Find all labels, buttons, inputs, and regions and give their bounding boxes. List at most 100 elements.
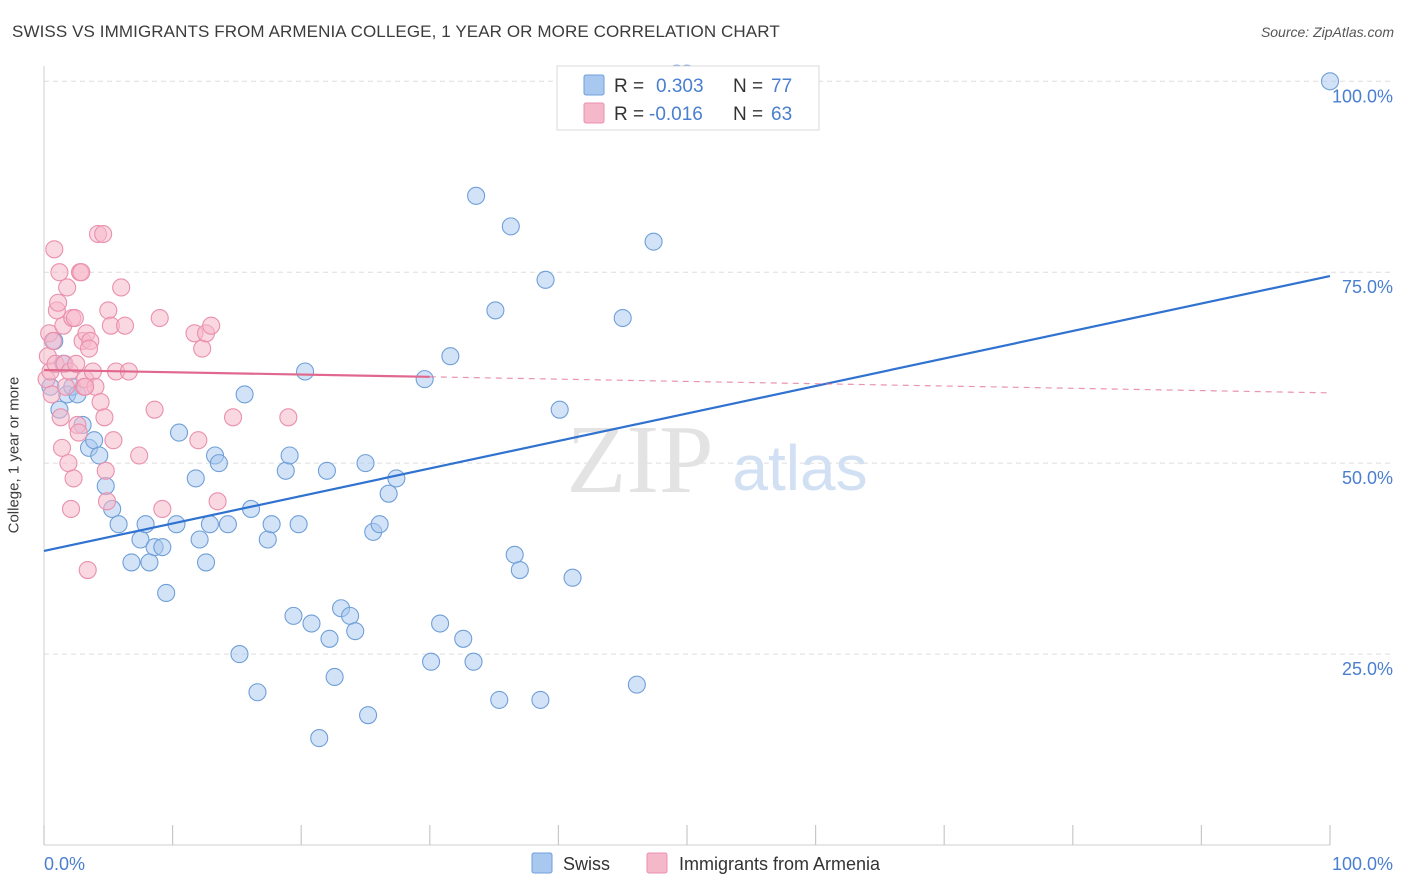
armenia-point xyxy=(50,263,69,282)
armenia-point xyxy=(56,377,75,396)
y-tick-label: 100.0% xyxy=(1332,86,1393,106)
chart-title: SWISS VS IMMIGRANTS FROM ARMENIA COLLEGE… xyxy=(12,22,780,41)
swiss-point xyxy=(387,469,406,488)
watermark-zip: ZIP xyxy=(567,406,714,514)
swiss-point xyxy=(310,729,329,748)
armenia-point xyxy=(153,499,172,519)
armenia-point xyxy=(208,492,227,511)
swiss-r-value: 0.303 xyxy=(656,76,704,97)
armenia-point xyxy=(45,240,64,259)
swiss-point xyxy=(370,515,389,534)
armenia-point xyxy=(112,278,131,297)
armenia-point xyxy=(202,316,221,335)
swiss-point xyxy=(505,545,524,564)
swiss-point xyxy=(379,484,398,503)
swiss-point xyxy=(320,629,339,648)
armenia-point xyxy=(64,469,83,488)
armenia-point xyxy=(52,438,72,457)
swiss-trend-line xyxy=(43,274,1331,553)
swiss-point xyxy=(209,454,228,473)
swiss-point xyxy=(536,270,555,289)
armenia-point xyxy=(223,408,243,427)
armenia-point xyxy=(49,293,68,312)
x-tick-labels: 0.0% 100.0% xyxy=(44,854,1393,874)
swiss-point xyxy=(109,515,128,534)
swiss-point xyxy=(415,370,434,389)
swiss-point xyxy=(454,629,473,648)
swiss-point xyxy=(431,614,450,633)
armenia-series-swatch xyxy=(646,852,668,874)
armenia-trend-line xyxy=(43,368,430,378)
swiss-point xyxy=(550,400,569,419)
armenia-point xyxy=(42,385,61,404)
swiss-point xyxy=(490,690,509,709)
swiss-point xyxy=(359,706,378,725)
armenia-point xyxy=(79,339,99,358)
swiss-legend-swatch xyxy=(583,74,605,96)
x-tick-label: 100.0% xyxy=(1332,854,1393,874)
armenia-point xyxy=(189,431,208,450)
swiss-point xyxy=(235,385,254,404)
armenia-point xyxy=(96,461,115,480)
swiss-point xyxy=(153,538,172,557)
trend-lines xyxy=(43,274,1331,553)
y-tick-label: 25.0% xyxy=(1342,659,1393,679)
swiss-point xyxy=(280,446,299,465)
swiss-point xyxy=(85,431,104,450)
swiss-n-value: 77 xyxy=(771,76,792,97)
armenia-r-label: R = xyxy=(614,104,644,125)
armenia-point xyxy=(115,316,135,335)
armenia-n-value: 63 xyxy=(771,104,792,125)
armenia-point xyxy=(58,278,77,297)
swiss-point xyxy=(563,568,582,587)
swiss-point xyxy=(644,232,663,251)
armenia-point xyxy=(130,446,149,465)
armenia-trend-line-dashed xyxy=(429,376,1331,394)
armenia-point xyxy=(97,492,117,511)
watermark-atlas: atlas xyxy=(732,432,867,504)
armenia-point xyxy=(61,499,81,519)
armenia-point xyxy=(69,423,88,442)
swiss-point xyxy=(441,347,460,366)
swiss-point xyxy=(341,606,360,625)
swiss-point xyxy=(262,515,281,534)
armenia-point xyxy=(193,339,212,358)
swiss-point xyxy=(356,454,375,473)
swiss-point xyxy=(531,690,550,709)
armenia-points xyxy=(37,224,298,580)
chart-source: Source: ZipAtlas.com xyxy=(1260,24,1394,40)
swiss-point xyxy=(296,362,315,381)
swiss-series-label: Swiss xyxy=(563,854,610,874)
gridlines xyxy=(44,80,1392,655)
swiss-point xyxy=(230,645,249,664)
swiss-point xyxy=(467,186,486,205)
armenia-point xyxy=(91,392,110,412)
swiss-point xyxy=(317,461,336,480)
armenia-point xyxy=(51,408,70,427)
swiss-point xyxy=(284,606,303,625)
swiss-r-label: R = xyxy=(614,76,644,97)
swiss-point xyxy=(122,553,141,572)
swiss-point xyxy=(422,652,441,671)
swiss-point xyxy=(90,446,109,465)
swiss-point xyxy=(627,675,646,694)
stats-legend: R = 0.303 N = 77 R = -0.016 N = 63 xyxy=(556,65,820,131)
swiss-point xyxy=(289,515,308,534)
watermark: ZIP atlas xyxy=(567,406,868,514)
swiss-point xyxy=(613,308,632,328)
armenia-point xyxy=(94,224,113,244)
armenia-point xyxy=(43,331,63,350)
armenia-point xyxy=(99,301,118,320)
swiss-point xyxy=(276,461,295,480)
armenia-r-value: -0.016 xyxy=(649,104,703,125)
swiss-point xyxy=(501,217,520,236)
y-tick-labels: 25.0% 50.0% 75.0% 100.0% xyxy=(1332,86,1393,679)
swiss-point xyxy=(200,515,219,534)
armenia-point xyxy=(59,454,78,473)
swiss-point xyxy=(1320,72,1340,91)
swiss-point xyxy=(190,530,209,549)
swiss-point xyxy=(96,476,115,496)
swiss-point xyxy=(218,515,237,534)
swiss-point xyxy=(169,423,189,442)
